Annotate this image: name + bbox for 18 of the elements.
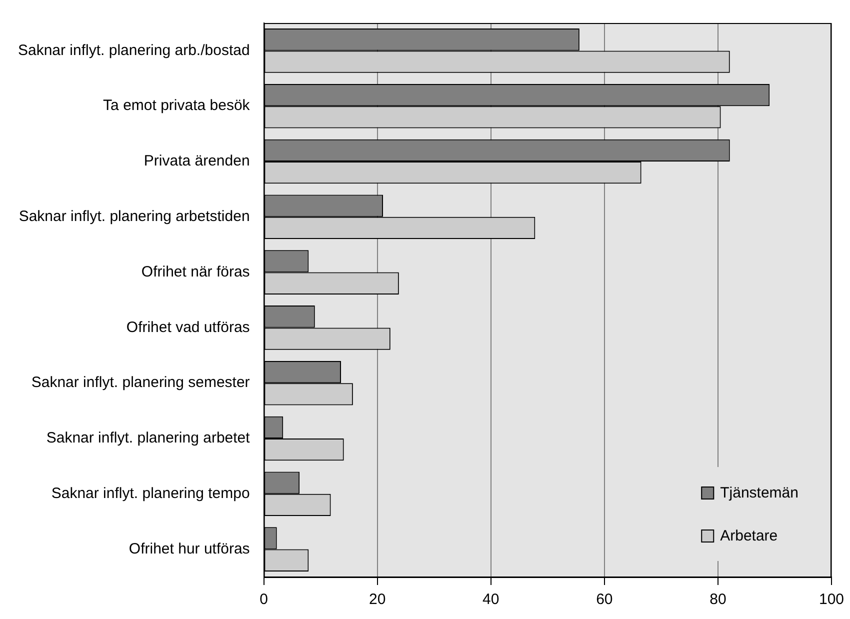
y-tick-label: Ofrihet vad utföras <box>126 318 250 336</box>
y-tick-label: Saknar inflyt. planering semester <box>31 374 250 392</box>
y-tick-label: Saknar inflyt. planering arb./bostad <box>18 42 250 59</box>
y-tick-label: Privata ärenden <box>144 152 250 170</box>
x-tick-label: 80 <box>710 591 726 608</box>
legend-label: Tjänstemän <box>720 484 798 502</box>
y-tick-label: Ta emot privata besök <box>103 97 250 114</box>
x-tick-label: 60 <box>596 591 613 608</box>
y-tick-label: Saknar inflyt. planering arbetstiden <box>18 208 250 226</box>
x-tick-label: 0 <box>260 591 268 608</box>
x-tick-label: 100 <box>818 591 844 608</box>
legend-label: Arbetare <box>720 528 778 545</box>
x-tick-label: 40 <box>482 591 500 608</box>
y-tick-label: Saknar inflyt. planering tempo <box>51 485 250 502</box>
y-tick-label: Ofrihet när föras <box>141 263 250 280</box>
y-tick-label: Ofrihet hur utföras <box>128 540 250 558</box>
y-tick-label: Saknar inflyt. planering arbetet <box>46 430 251 447</box>
x-tick-label: 20 <box>368 591 386 608</box>
